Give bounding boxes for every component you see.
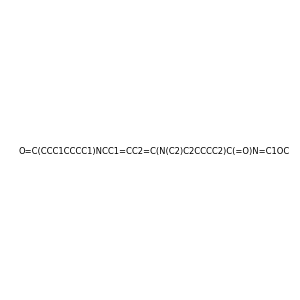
- Text: O=C(CCC1CCCC1)NCC1=CC2=C(N(C2)C2CCCC2)C(=O)N=C1OC: O=C(CCC1CCCC1)NCC1=CC2=C(N(C2)C2CCCC2)C(…: [18, 147, 290, 156]
